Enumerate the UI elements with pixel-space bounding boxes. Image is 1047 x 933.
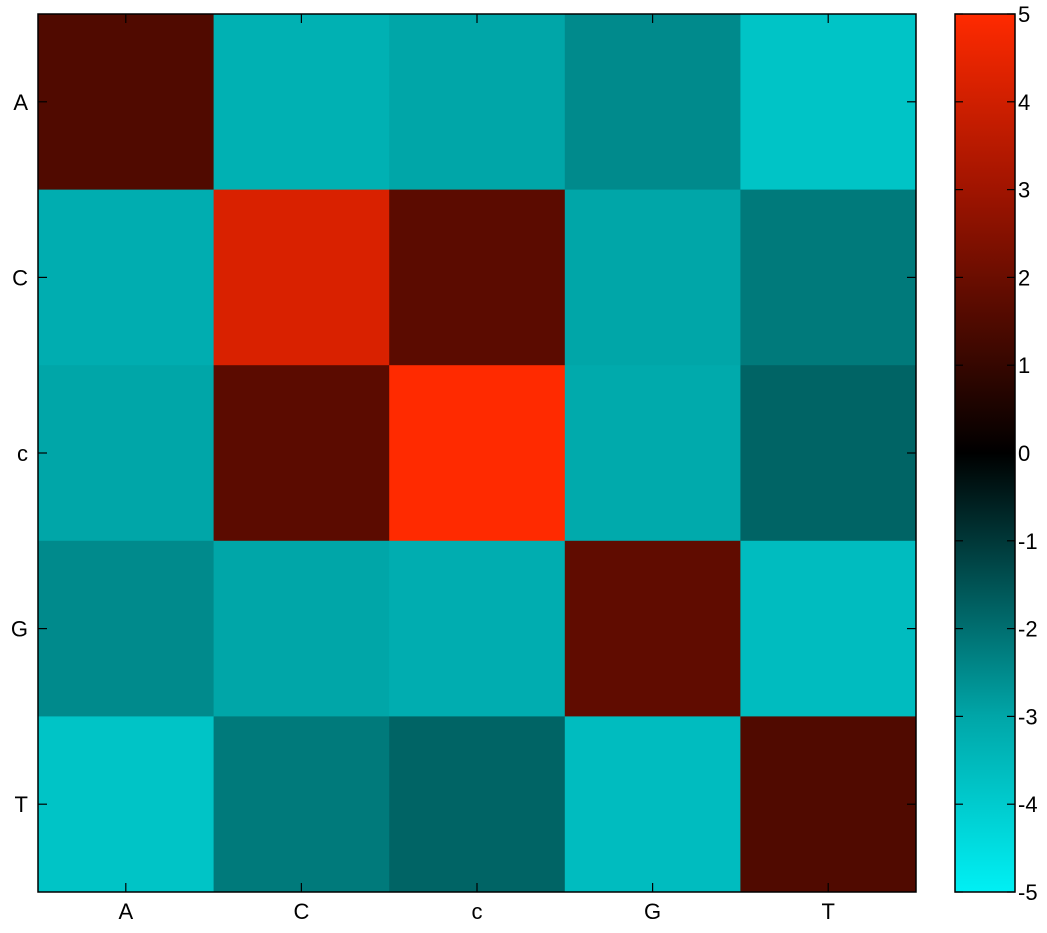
heatmap-cells <box>38 14 917 893</box>
y-tick-label: c <box>17 441 28 466</box>
y-tick-label: T <box>15 792 28 817</box>
colorbar-tick-label: 5 <box>1018 2 1030 27</box>
heatmap-cell-C-c <box>389 189 566 366</box>
heatmap-cell-G-c <box>389 540 566 717</box>
heatmap-cell-A-G <box>564 14 741 191</box>
colorbar-tick-label: -4 <box>1018 792 1038 817</box>
heatmap-cell-A-T <box>740 14 917 191</box>
colorbar-tick-label: 2 <box>1018 265 1030 290</box>
heatmap-cell-G-C <box>213 540 390 717</box>
colorbar <box>954 13 1016 893</box>
colorbar-tick-label: 4 <box>1018 90 1030 115</box>
heatmap-cell-c-A <box>38 365 215 542</box>
heatmap-cell-c-G <box>564 365 741 542</box>
colorbar-axis: 5 4 3 2 1 0 -1 -2 -3 -4 -5 <box>955 2 1038 905</box>
heatmap-cell-A-c <box>389 14 566 191</box>
x-tick-label: A <box>118 899 133 924</box>
heatmap-cell-G-T <box>740 540 917 717</box>
y-tick-label: C <box>12 265 28 290</box>
x-tick-label: c <box>472 899 483 924</box>
heatmap-cell-c-T <box>740 365 917 542</box>
heatmap-cell-T-A <box>38 716 215 893</box>
x-tick-label: C <box>293 899 309 924</box>
x-tick-label: G <box>644 899 661 924</box>
colorbar-tick-label: -2 <box>1018 617 1038 642</box>
heatmap-cell-C-G <box>564 189 741 366</box>
heatmap-cell-T-c <box>389 716 566 893</box>
heatmap-cell-A-A <box>38 14 215 191</box>
heatmap-cell-c-C <box>213 365 390 542</box>
colorbar-tick-label: -5 <box>1018 880 1038 905</box>
x-tick-label: T <box>821 899 834 924</box>
heatmap-cell-A-C <box>213 14 390 191</box>
colorbar-tick-label: -3 <box>1018 704 1038 729</box>
heatmap-cell-T-T <box>740 716 917 893</box>
colorbar-tick-label: -1 <box>1018 529 1038 554</box>
y-tick-label: A <box>13 90 28 115</box>
colorbar-tick-label: 3 <box>1018 178 1030 203</box>
y-tick-label: G <box>11 617 28 642</box>
heatmap-cell-C-C <box>213 189 390 366</box>
heatmap-cell-G-A <box>38 540 215 717</box>
colorbar-tick-label: 1 <box>1018 353 1030 378</box>
heatmap-cell-C-T <box>740 189 917 366</box>
colorbar-tick-label: 0 <box>1018 441 1030 466</box>
heatmap-cell-T-C <box>213 716 390 893</box>
heatmap-cell-G-G <box>564 540 741 717</box>
heatmap-cell-C-A <box>38 189 215 366</box>
heatmap-cell-T-G <box>564 716 741 893</box>
y-axis: A Cc G T <box>11 90 916 817</box>
heatmap-cell-c-c <box>389 365 566 542</box>
